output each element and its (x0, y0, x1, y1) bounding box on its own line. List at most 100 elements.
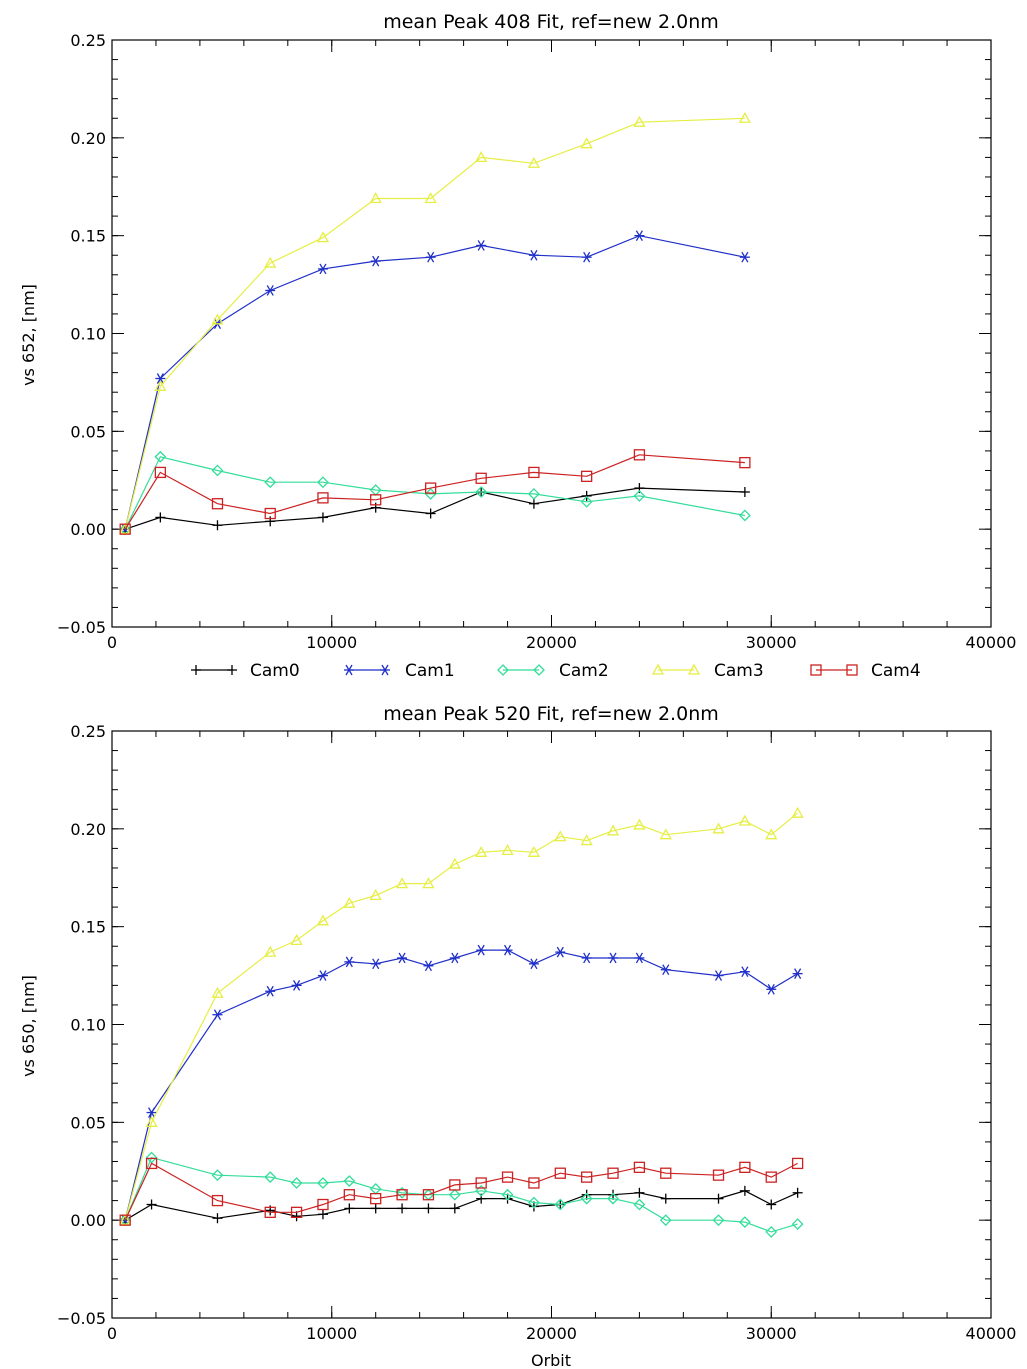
data-point-cam1 (581, 251, 592, 263)
x-tick-label: 10000 (306, 633, 357, 652)
legend-label-cam1: Cam1 (405, 661, 455, 681)
data-point-cam0 (344, 1203, 355, 1214)
data-point-cam0 (291, 1211, 302, 1222)
legend-entry-cam4: Cam4 (810, 661, 921, 681)
data-point-cam0 (449, 1203, 460, 1214)
y-tick-label: 0.15 (70, 918, 106, 937)
data-point-cam1 (581, 952, 592, 964)
data-point-cam3 (527, 845, 541, 857)
y-tick-label: 0.10 (70, 325, 106, 344)
data-point-cam2 (317, 1177, 329, 1189)
data-point-cam2 (154, 450, 167, 463)
legend-marker (651, 663, 665, 675)
data-point-cam0 (212, 520, 223, 531)
data-point-cam3 (606, 824, 620, 836)
data-point-cam1 (265, 985, 276, 997)
y-tick-label: 0.10 (70, 1016, 106, 1035)
data-point-cam3 (290, 934, 303, 946)
legend-swatch-cam3 (651, 663, 701, 675)
legend-swatch-cam2 (497, 664, 545, 676)
data-point-cam3 (343, 896, 356, 908)
data-point-cam0 (397, 1203, 408, 1214)
series-layer (119, 806, 804, 1238)
chart-panel-bottom: mean Peak 520 Fit, ref=new 2.0nm vs 650,… (19, 703, 1016, 1369)
y-tick-label: −0.05 (57, 1309, 106, 1328)
data-point-cam4 (739, 456, 751, 469)
data-point-cam3 (738, 814, 751, 826)
legend-label-cam0: Cam0 (250, 661, 300, 681)
data-point-cam4 (119, 523, 131, 535)
data-point-cam4 (528, 1177, 540, 1189)
data-point-cam3 (448, 857, 461, 869)
data-point-cam3 (119, 522, 132, 534)
chart-title: mean Peak 520 Fit, ref=new 2.0nm (383, 703, 719, 725)
data-point-cam2 (607, 1192, 619, 1205)
data-point-cam0 (792, 1187, 803, 1198)
legend-entry-cam3: Cam3 (651, 661, 764, 681)
data-point-cam4 (607, 1167, 619, 1179)
data-point-cam1 (634, 952, 645, 964)
legend-label-cam4: Cam4 (871, 661, 921, 681)
data-point-cam4 (554, 1167, 566, 1179)
data-point-cam2 (528, 488, 540, 500)
data-point-cam1 (476, 944, 487, 956)
data-point-cam4 (264, 507, 276, 520)
data-point-cam3 (395, 877, 409, 889)
data-point-cam1 (766, 983, 777, 995)
legend: Cam0 Cam1 Cam2 Cam3 Cam4 (191, 661, 921, 681)
data-point-cam1 (344, 956, 355, 968)
data-point-cam3 (475, 845, 488, 857)
data-point-cam1 (423, 960, 434, 972)
legend-marker (497, 664, 509, 676)
data-point-cam4 (370, 1192, 382, 1205)
data-point-cam2 (554, 1198, 567, 1211)
data-point-cam4 (581, 1171, 593, 1183)
data-point-cam1 (370, 255, 381, 267)
data-point-cam3 (316, 914, 330, 926)
data-point-cam0 (660, 1193, 671, 1204)
data-point-cam2 (211, 464, 224, 477)
legend-marker (533, 664, 545, 676)
x-tick-label: 30000 (746, 1324, 797, 1343)
data-point-cam1 (634, 230, 645, 242)
data-point-cam4 (370, 494, 382, 506)
data-point-cam0 (146, 1199, 157, 1210)
data-point-cam3 (580, 834, 593, 846)
data-point-cam1 (608, 952, 619, 964)
data-point-cam4 (475, 1177, 487, 1189)
data-point-cam3 (501, 844, 514, 856)
y-tick-label: 0.05 (70, 1113, 106, 1132)
data-point-cam2 (712, 1214, 725, 1227)
data-point-cam1 (792, 968, 803, 979)
series-layer (119, 111, 751, 536)
legend-swatch-cam4 (810, 664, 858, 676)
legend-marker (380, 664, 390, 676)
data-point-cam2 (765, 1225, 778, 1238)
data-point-cam3 (712, 822, 725, 834)
series-line-cam2 (124, 456, 746, 530)
data-point-cam4 (343, 1189, 355, 1201)
data-point-cam3 (422, 877, 435, 889)
data-point-cam3 (211, 986, 224, 998)
series-line-cam4 (124, 454, 745, 530)
y-axis-label: vs 652, [nm] (19, 284, 38, 386)
data-point-cam3 (154, 379, 167, 391)
x-tick-label: 40000 (966, 1324, 1017, 1343)
data-point-cam0 (739, 1185, 750, 1196)
data-point-cam1 (528, 958, 539, 970)
y-tick-label: 0.00 (70, 520, 106, 539)
data-point-cam2 (317, 476, 329, 489)
data-point-cam2 (791, 1218, 804, 1230)
x-tick-label: 20000 (526, 633, 577, 652)
data-point-cam1 (212, 1009, 223, 1021)
legend-swatch-cam0 (191, 665, 237, 675)
data-point-cam4 (424, 482, 437, 494)
data-point-cam3 (765, 828, 778, 840)
data-point-cam4 (154, 466, 166, 479)
data-point-cam4 (739, 1161, 751, 1173)
y-tick-label: 0.20 (70, 129, 106, 148)
data-point-cam1 (739, 966, 750, 978)
data-point-cam4 (528, 466, 540, 479)
data-point-cam2 (475, 1184, 488, 1197)
data-point-cam1 (370, 958, 381, 970)
